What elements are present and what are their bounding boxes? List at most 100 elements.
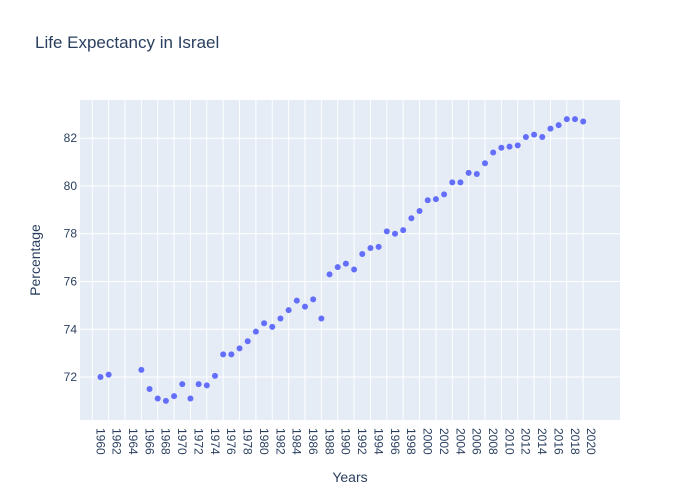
data-point	[138, 366, 145, 373]
data-point	[490, 149, 497, 156]
x-tick-label: 1976	[224, 428, 238, 455]
data-point	[310, 296, 317, 303]
data-point	[171, 393, 178, 400]
data-point	[482, 160, 488, 167]
x-tick-label: 2008	[486, 428, 500, 455]
x-tick-label: 1980	[257, 428, 271, 455]
x-axis-title: Years	[332, 469, 367, 485]
data-point	[277, 315, 284, 322]
data-point	[179, 381, 186, 388]
x-tick-label: 1994	[371, 428, 385, 455]
plot-area	[80, 100, 620, 420]
data-point	[326, 271, 333, 278]
data-point	[236, 345, 243, 352]
x-tick-label: 1986	[306, 428, 320, 455]
data-point	[465, 169, 472, 176]
x-tick-label: 1974	[208, 428, 222, 455]
data-point	[351, 266, 358, 273]
data-point	[375, 243, 382, 250]
data-point	[383, 228, 390, 235]
x-tick-label: 2004	[453, 428, 467, 455]
x-tick-label: 1998	[404, 428, 418, 455]
x-tick-label: 1962	[110, 428, 124, 455]
x-tick-label: 1972	[191, 428, 205, 455]
data-point	[285, 307, 292, 314]
data-point	[154, 395, 161, 402]
x-tick-label: 2002	[437, 428, 451, 455]
x-tick-label: 2016	[551, 428, 565, 455]
x-tick-label: 2018	[568, 428, 582, 455]
data-point	[457, 179, 464, 186]
x-tick-label: 1978	[241, 428, 255, 455]
x-tick-label: 1996	[388, 428, 402, 455]
x-tick-label: 2010	[502, 428, 516, 455]
data-point	[572, 116, 578, 123]
x-axis-tick-labels: 1960 1962 1964 1966 1968 1970 1972 1974 1976 1978…	[93, 428, 598, 455]
data-point	[400, 227, 407, 234]
x-tick-label: 1984	[290, 428, 304, 455]
y-axis-title: Percentage	[27, 224, 43, 296]
data-point	[269, 323, 276, 330]
x-tick-label: 2006	[470, 428, 484, 455]
data-point	[506, 143, 513, 150]
data-point	[162, 397, 169, 404]
y-gridlines	[80, 137, 620, 378]
data-point	[522, 134, 529, 141]
data-point	[424, 197, 431, 204]
data-point	[228, 351, 235, 358]
data-point	[244, 338, 251, 345]
data-point	[105, 371, 112, 378]
data-point	[334, 264, 341, 271]
data-point	[367, 245, 374, 252]
x-tick-label: 1982	[273, 428, 287, 455]
x-tick-label: 2014	[535, 428, 549, 455]
data-point	[293, 297, 300, 304]
data-point	[563, 116, 570, 123]
data-points	[97, 116, 587, 404]
data-point	[441, 191, 448, 198]
x-gridlines	[91, 100, 584, 420]
chart-title: Life Expectancy in Israel	[35, 33, 220, 52]
data-point	[473, 171, 480, 178]
x-tick-label: 1988	[322, 428, 336, 455]
data-point	[539, 134, 546, 141]
data-point	[432, 196, 439, 203]
data-point	[555, 122, 562, 129]
data-point	[416, 208, 423, 215]
data-point	[580, 118, 587, 125]
data-point	[195, 381, 202, 388]
x-tick-label: 2020	[584, 428, 598, 455]
data-point	[408, 215, 415, 222]
x-tick-label: 1992	[355, 428, 369, 455]
x-tick-label: 1966	[142, 428, 156, 455]
data-point	[187, 395, 194, 402]
y-tick-label: 74	[64, 322, 78, 336]
data-point	[212, 372, 218, 379]
data-point	[392, 230, 398, 237]
x-tick-label: 1990	[339, 428, 353, 455]
x-tick-label: 1968	[159, 428, 173, 455]
x-tick-label: 2000	[421, 428, 435, 455]
data-point	[359, 251, 366, 258]
y-tick-label: 76	[64, 274, 78, 288]
x-tick-label: 1960	[93, 428, 107, 455]
data-point	[97, 374, 104, 381]
data-point	[146, 385, 153, 392]
data-point	[261, 320, 268, 327]
y-axis-tick-labels: 72 74 76 78 80 82	[64, 131, 78, 384]
data-point	[252, 328, 259, 335]
data-point	[220, 351, 227, 358]
data-point	[531, 131, 538, 138]
y-tick-label: 82	[64, 131, 78, 145]
y-tick-label: 80	[64, 179, 78, 193]
y-tick-label: 78	[64, 227, 78, 241]
data-point	[342, 260, 349, 267]
x-tick-label: 2012	[519, 428, 533, 455]
y-tick-label: 72	[64, 370, 78, 384]
data-point	[449, 179, 456, 186]
x-tick-label: 1970	[175, 428, 189, 455]
data-point	[547, 125, 554, 132]
data-point	[203, 382, 210, 389]
data-point	[318, 315, 325, 322]
